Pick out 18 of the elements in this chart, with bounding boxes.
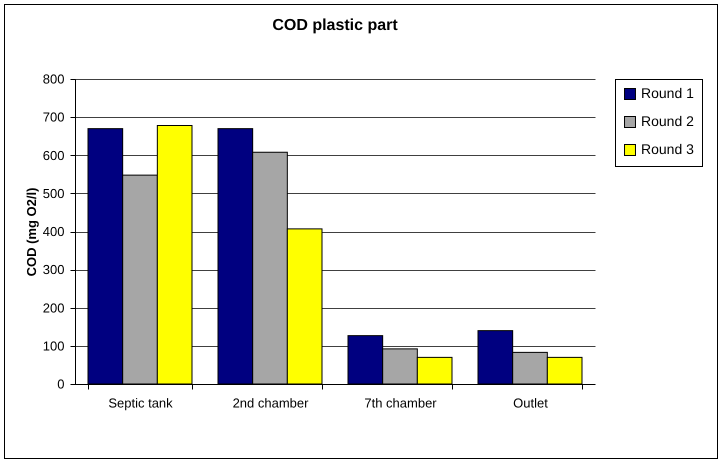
y-tick-label: 200 xyxy=(42,300,64,316)
y-tick-label: 400 xyxy=(42,224,64,239)
y-tick-label: 700 xyxy=(42,110,64,125)
x-tick-label: 2nd chamber xyxy=(232,396,310,410)
y-tick-label: 100 xyxy=(42,338,64,354)
y-tick-label: 0 xyxy=(57,376,64,392)
y-tick-label: 300 xyxy=(42,262,64,278)
y-tick-label: 500 xyxy=(42,186,64,201)
chart-title: COD plastic part xyxy=(272,17,398,34)
y-axis-title: COD (mg O2/l) xyxy=(24,188,39,276)
y-tick-label: 800 xyxy=(42,72,64,86)
legend-label: Round 1 xyxy=(641,85,694,101)
x-tick-label: Outlet xyxy=(513,396,548,410)
legend-label: Round 3 xyxy=(641,141,694,157)
x-tick-label: 7th chamber xyxy=(364,396,438,410)
legend-label: Round 2 xyxy=(641,113,694,129)
y-tick-label: 600 xyxy=(42,148,64,163)
x-tick-label: Septic tank xyxy=(108,396,174,410)
